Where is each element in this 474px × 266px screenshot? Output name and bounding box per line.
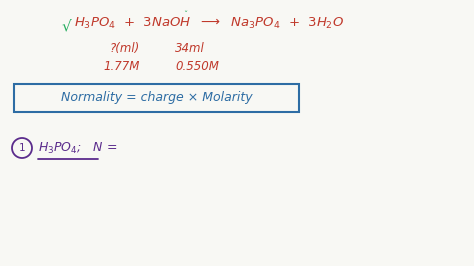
Text: $H_3PO_4$  +  $3NaOH$  $\longrightarrow$  $Na_3PO_4$  +  $3H_2O$: $H_3PO_4$ + $3NaOH$ $\longrightarrow$ $N… (74, 16, 344, 31)
Text: $H_3PO_4$;   N =: $H_3PO_4$; N = (38, 141, 117, 156)
Text: 34ml: 34ml (175, 42, 205, 55)
Text: ?(ml): ?(ml) (110, 42, 140, 55)
Text: √: √ (62, 18, 72, 33)
Text: ˇ: ˇ (183, 11, 187, 20)
Text: 0.550M: 0.550M (175, 60, 219, 73)
Text: 1.77M: 1.77M (103, 60, 139, 73)
Text: Normality = charge × Molarity: Normality = charge × Molarity (61, 92, 252, 105)
Bar (14, 84, 299, 112)
Text: 1: 1 (18, 143, 25, 153)
